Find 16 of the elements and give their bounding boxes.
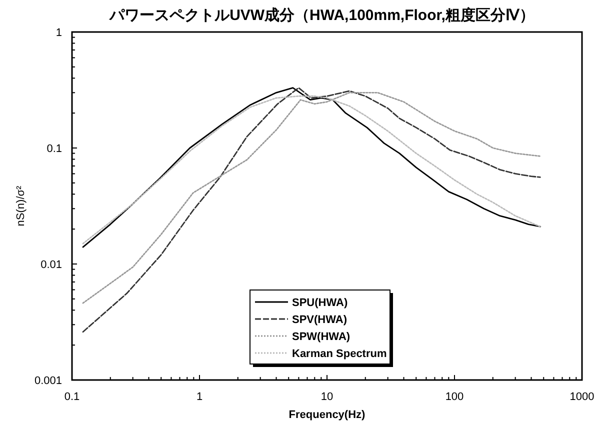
legend-label: SPV(HWA) — [292, 314, 348, 326]
y-tick-label: 0.001 — [34, 375, 62, 387]
x-tick-label: 1000 — [570, 391, 594, 403]
legend-label: SPU(HWA) — [292, 297, 348, 309]
legend-label: Karman Spectrum — [292, 348, 387, 360]
legend-label: SPW(HWA) — [292, 331, 350, 343]
x-tick-label: 100 — [445, 391, 464, 403]
chart-title: パワースペクトルUVW成分（HWA,100mm,Floor,粗度区分Ⅳ） — [108, 6, 534, 24]
y-tick-label: 1 — [56, 27, 62, 39]
x-axis-title: Frequency(Hz) — [288, 409, 366, 421]
y-tick-label: 0.1 — [46, 143, 62, 155]
x-tick-label: 0.1 — [64, 391, 80, 403]
y-axis-title: nS(n)/σ² — [15, 185, 27, 226]
x-tick-label: 1 — [196, 391, 203, 403]
y-tick-label: 0.01 — [40, 259, 62, 271]
x-tick-label: 10 — [320, 391, 334, 403]
